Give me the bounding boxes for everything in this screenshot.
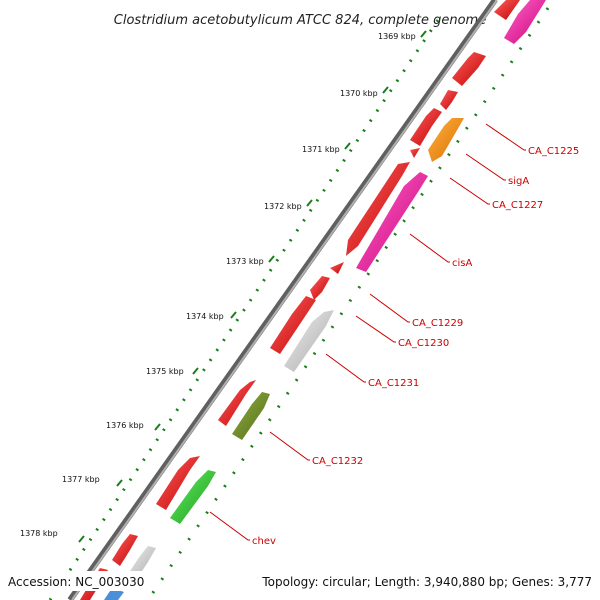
gene-cisA[interactable] bbox=[356, 172, 428, 272]
gene-CA_C1231[interactable] bbox=[284, 310, 334, 372]
gene-chev[interactable] bbox=[170, 470, 216, 524]
tick-label-1374: 1374 kbp bbox=[186, 312, 224, 321]
gene-arrow[interactable] bbox=[346, 162, 410, 256]
genome-summary: Topology: circular; Length: 3,940,880 bp… bbox=[261, 575, 592, 589]
gene-arrow[interactable] bbox=[410, 148, 420, 158]
gene-arrow[interactable] bbox=[410, 108, 442, 146]
gene-arrow[interactable] bbox=[218, 380, 256, 426]
tick-label-1373: 1373 kbp bbox=[226, 257, 264, 266]
gene-arrow[interactable] bbox=[330, 262, 344, 274]
gene-arrow-magenta[interactable] bbox=[504, 0, 546, 44]
gene-label[interactable]: CA_C1225 bbox=[528, 146, 579, 157]
label-leaders bbox=[209, 123, 526, 541]
gene-label[interactable]: sigA bbox=[508, 176, 529, 187]
tick-label-1371: 1371 kbp bbox=[302, 145, 340, 154]
tick-label-1369: 1369 kbp bbox=[378, 32, 416, 41]
tick-mark bbox=[268, 255, 275, 263]
tick-mark bbox=[230, 311, 237, 319]
gene-label[interactable]: cisA bbox=[452, 258, 472, 269]
gene-label[interactable]: CA_C1230 bbox=[398, 338, 449, 349]
tick-mark bbox=[420, 30, 427, 38]
tick-mark bbox=[382, 86, 389, 94]
gene-label[interactable]: chev bbox=[252, 536, 276, 547]
summary-backing bbox=[256, 571, 596, 591]
gene-label[interactable]: CA_C1227 bbox=[492, 200, 543, 211]
tick-mark bbox=[306, 199, 313, 207]
tick-mark bbox=[116, 479, 123, 487]
gene-arrow[interactable] bbox=[440, 90, 458, 110]
accession-text: Accession: NC_003030 bbox=[8, 575, 144, 589]
gene-CA_C1225[interactable] bbox=[428, 118, 464, 162]
gene-arrow[interactable] bbox=[310, 276, 330, 300]
tick-mark bbox=[192, 367, 199, 375]
scale-ticks: 1369 kbp 1370 kbp 1371 kbp 1372 kbp 1373… bbox=[20, 30, 427, 543]
tick-label-1377: 1377 kbp bbox=[62, 475, 100, 484]
gene-label[interactable]: CA_C1232 bbox=[312, 456, 363, 467]
tick-label-1376: 1376 kbp bbox=[106, 421, 144, 430]
gene-arrow[interactable] bbox=[270, 296, 316, 354]
gene-label[interactable]: CA_C1229 bbox=[412, 318, 463, 329]
tick-label-1372: 1372 kbp bbox=[264, 202, 302, 211]
tick-label-1370: 1370 kbp bbox=[340, 89, 378, 98]
gene-labels: CA_C1225 sigA CA_C1227 cisA CA_C1229 CA_… bbox=[252, 146, 579, 547]
tick-label-1378: 1378 kbp bbox=[20, 529, 58, 538]
map-title: Clostridium acetobutylicum ATCC 824, com… bbox=[114, 13, 486, 28]
reverse-strand-genes bbox=[104, 0, 546, 600]
gene-arrow[interactable] bbox=[452, 52, 486, 86]
genome-backbone bbox=[67, 0, 498, 600]
forward-strand-genes bbox=[80, 0, 520, 600]
gene-CA_C1232[interactable] bbox=[232, 392, 270, 440]
tick-label-1375: 1375 kbp bbox=[146, 367, 184, 376]
gene-arrow[interactable] bbox=[494, 0, 520, 20]
tick-mark bbox=[344, 142, 351, 150]
gene-label[interactable]: CA_C1231 bbox=[368, 378, 419, 389]
scale-dots bbox=[48, 19, 440, 600]
gene-arrow[interactable] bbox=[112, 534, 138, 566]
accession-backing bbox=[4, 571, 150, 591]
tick-mark bbox=[154, 423, 161, 431]
gene-arrow[interactable] bbox=[156, 456, 200, 510]
tick-mark bbox=[78, 535, 85, 543]
